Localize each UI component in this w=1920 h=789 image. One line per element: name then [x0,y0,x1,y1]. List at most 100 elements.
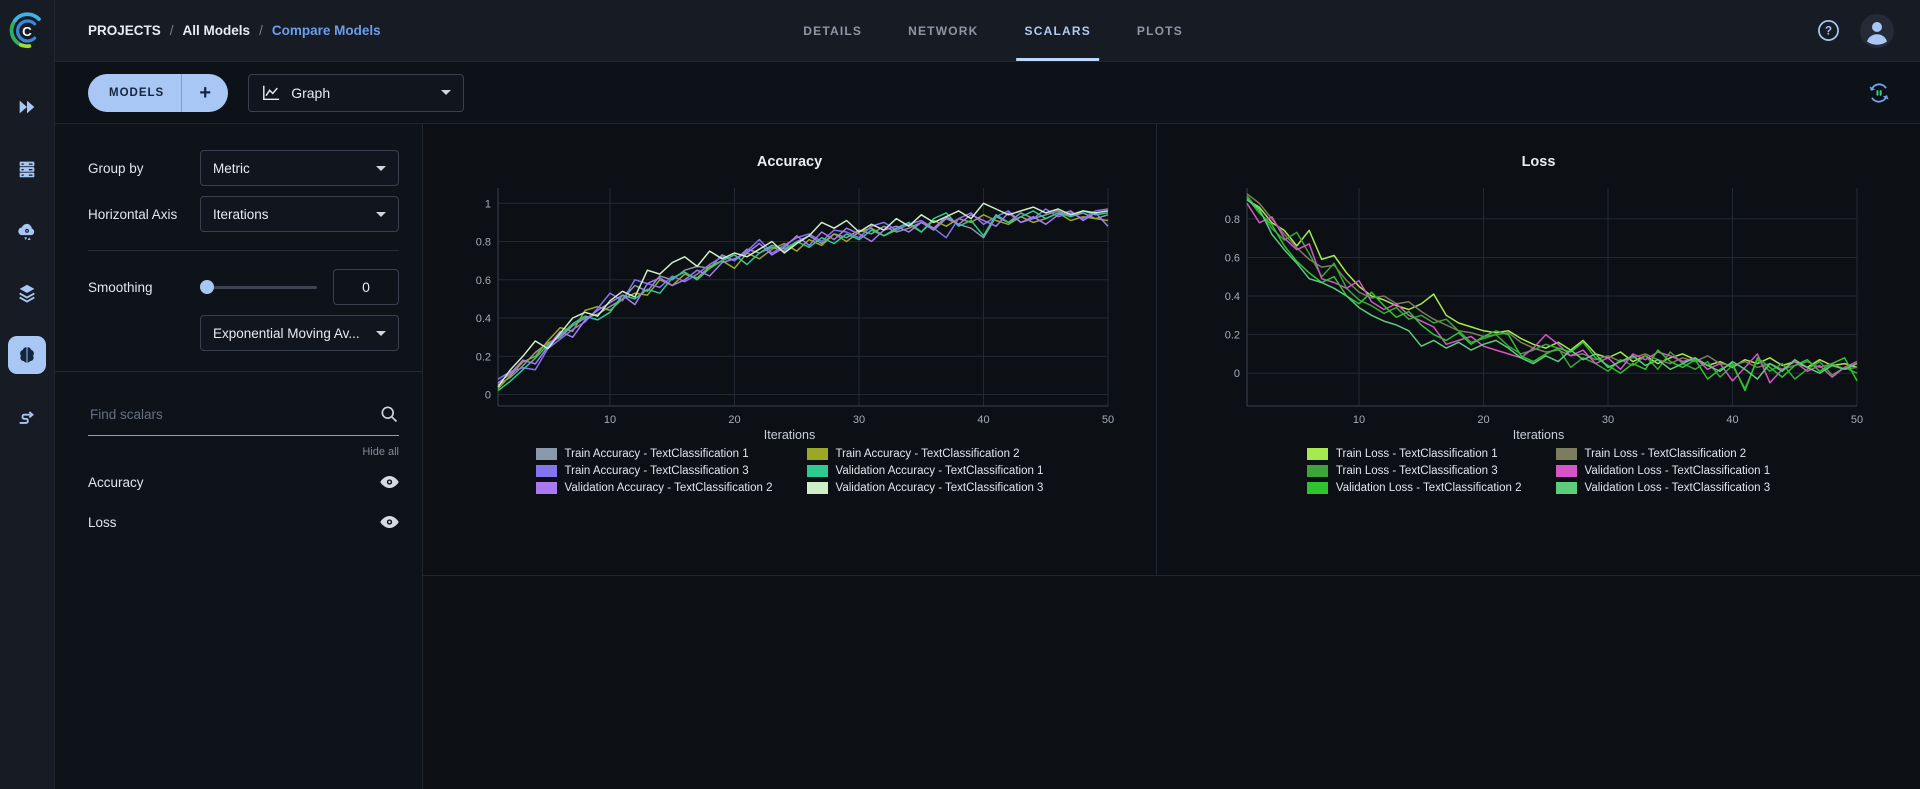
clearml-logo[interactable]: C [7,0,47,62]
chart-card: Accuracy 1 0.8 0.6 0.4 0.2 0 10 20 30 40 50 Iteratio… [423,124,1157,575]
scalar-list: Accuracy Loss [88,462,399,542]
clearml-logo-icon: C [9,12,41,49]
chart-card: Loss 0.8 0.6 0.4 0.2 0 10 20 30 40 50 Iterations Tra… [1157,124,1920,575]
series-line [1246,199,1857,380]
svg-text:0: 0 [1233,368,1239,380]
user-avatar[interactable] [1860,13,1894,48]
legend-swatch [535,482,557,494]
breadcrumb-separator: / [259,23,263,38]
pipelines-icon[interactable] [8,398,46,436]
charts-area: Accuracy 1 0.8 0.6 0.4 0.2 0 10 20 30 40 50 Iteratio… [423,124,1920,789]
add-model-button[interactable]: + [199,81,212,104]
scalar-search [88,404,399,436]
smoothing-value-input[interactable] [333,269,399,305]
projects-icon[interactable] [8,88,46,126]
accuracy-chart[interactable]: 1 0.8 0.6 0.4 0.2 0 10 20 30 40 50 [460,178,1120,428]
svg-text:50: 50 [1101,414,1113,426]
series-line [497,210,1108,386]
legend-swatch [1555,448,1577,460]
tab-plots[interactable]: PLOTS [1136,23,1183,38]
legend-item[interactable]: Train Loss - TextClassification 1 [1306,448,1522,460]
legend-swatch [535,448,557,460]
horizontal-axis-value: Iterations [213,206,269,222]
smoothing-controls [200,269,399,305]
legend-item[interactable]: Train Accuracy - TextClassification 2 [806,448,1044,460]
legend-item[interactable]: Validation Accuracy - TextClassification… [806,482,1043,494]
slider-track[interactable] [200,285,317,289]
slider-thumb[interactable] [200,280,214,294]
legend-item[interactable]: Train Accuracy - TextClassification 3 [535,465,773,477]
legend-item[interactable]: Validation Accuracy - TextClassification… [535,482,773,494]
legend-swatch [1555,465,1577,477]
tab-network[interactable]: NETWORK [908,23,979,38]
cloud-icon[interactable] [8,212,46,250]
svg-text:40: 40 [1726,414,1738,426]
help-icon[interactable]: ? [1817,19,1840,42]
scalar-row: Accuracy [88,462,399,502]
series-line [497,210,1109,384]
search-icon[interactable] [379,404,399,424]
series-line [1245,197,1858,392]
horizontal-axis-row: Horizontal Axis Iterations [88,196,399,232]
auto-refresh-icon[interactable] [1866,80,1892,106]
legend-label: Validation Loss - TextClassification 2 [1335,482,1522,494]
line-chart-icon [263,85,280,100]
svg-text:?: ? [1825,26,1832,38]
svg-text:1: 1 [484,198,490,210]
legend-item[interactable]: Validation Loss - TextClassification 1 [1555,465,1770,477]
models-icon[interactable] [8,336,46,374]
legend-item[interactable]: Train Accuracy - TextClassification 1 [535,448,773,460]
legend-label: Validation Loss - TextClassification 3 [1584,482,1771,494]
view-type-value: Graph [291,84,331,101]
horizontal-axis-dropdown[interactable]: Iterations [200,196,399,232]
series-line [496,212,1108,390]
legend-item[interactable]: Validation Loss - TextClassification 2 [1306,482,1522,494]
breadcrumb-compare-models[interactable]: Compare Models [271,23,381,38]
charts-row: Accuracy 1 0.8 0.6 0.4 0.2 0 10 20 30 40 50 Iteratio… [423,124,1920,576]
content-area: Group by Metric Horizontal Axis Iteratio… [55,124,1920,789]
search-input[interactable] [88,405,379,423]
series-line [496,202,1108,388]
eye-icon[interactable] [380,475,399,489]
view-type-dropdown[interactable]: Graph [248,73,465,112]
smoothing-slider[interactable] [200,280,317,294]
hide-all-link[interactable]: Hide all [362,446,399,458]
svg-text:0.2: 0.2 [1224,330,1239,342]
nav-rail-icons [8,88,46,436]
group-by-dropdown[interactable]: Metric [200,150,399,186]
chart-title: Accuracy [756,154,823,170]
scalar-label: Loss [88,514,117,530]
svg-text:40: 40 [977,414,989,426]
eye-icon[interactable] [380,515,399,529]
smoothing-type-dropdown[interactable]: Exponential Moving Av... [200,315,399,351]
legend-item[interactable]: Validation Accuracy - TextClassification… [806,465,1043,477]
series-line [1246,193,1857,371]
legend-swatch [1306,448,1328,460]
loss-chart[interactable]: 0.8 0.6 0.4 0.2 0 10 20 30 40 50 [1209,178,1869,428]
legend-item[interactable]: Train Loss - TextClassification 3 [1306,465,1522,477]
legend-swatch [1555,482,1577,494]
horizontal-axis-label: Horizontal Axis [88,206,178,222]
tab-details[interactable]: DETAILS [803,23,863,38]
legend-label: Train Accuracy - TextClassification 3 [564,465,749,477]
datasets-icon[interactable] [8,274,46,312]
breadcrumb: PROJECTS / All Models / Compare Models [88,23,381,38]
models-button[interactable]: MODELS [109,86,165,99]
svg-text:10: 10 [1352,414,1364,426]
chart-legend: Train Accuracy - TextClassification 1 Tra… [535,448,1044,494]
legend-swatch [1306,482,1328,494]
legend-item[interactable]: Validation Loss - TextClassification 3 [1555,482,1771,494]
tab-scalars[interactable]: SCALARS [1016,0,1100,61]
chart-title: Loss [1521,154,1556,170]
panel-section-border [55,371,422,372]
svg-text:20: 20 [1477,414,1489,426]
top-header: PROJECTS / All Models / Compare Models D… [55,0,1920,62]
smoothing-type-value: Exponential Moving Av... [213,325,360,341]
x-axis-label: Iterations [1512,428,1565,442]
workers-queues-icon[interactable] [8,150,46,188]
legend-item[interactable]: Train Loss - TextClassification 2 [1555,448,1771,460]
breadcrumb-all-models[interactable]: All Models [182,23,251,38]
breadcrumb-projects[interactable]: PROJECTS [88,23,161,38]
svg-text:0.4: 0.4 [475,313,490,325]
